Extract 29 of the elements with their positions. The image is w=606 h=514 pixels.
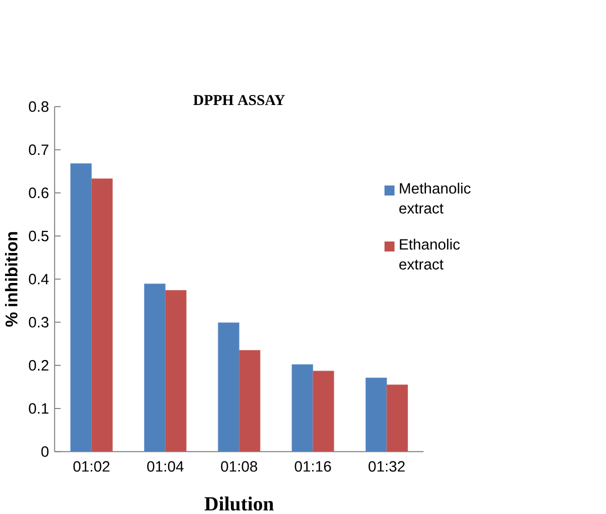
y-tick-label: 0.7 xyxy=(28,144,48,156)
legend-label: Methanolic extract xyxy=(399,182,471,214)
chart-title: DPPH ASSAY xyxy=(193,95,285,106)
y-tick-label: 0.4 xyxy=(28,274,49,284)
y-tick-label: 0.8 xyxy=(28,101,48,112)
x-axis-title: Dilution xyxy=(204,496,274,511)
bar xyxy=(70,163,92,452)
y-tick-label: 0.6 xyxy=(28,188,48,198)
x-tick-label: 01:08 xyxy=(220,461,258,472)
x-tick-label: 01:02 xyxy=(73,461,110,472)
y-tick-label: 0.3 xyxy=(28,316,48,328)
y-axis-title: % inhibition xyxy=(5,232,18,327)
bar xyxy=(312,370,334,452)
x-tick-label: 01:32 xyxy=(368,461,405,472)
bar xyxy=(386,384,408,452)
bar xyxy=(165,290,187,452)
x-tick-label: 01:04 xyxy=(147,461,184,472)
x-tick-label: 01:16 xyxy=(294,461,331,472)
bar xyxy=(144,284,166,452)
bar xyxy=(366,378,387,452)
y-tick-label: 0.2 xyxy=(28,360,48,371)
y-tick-label: 0 xyxy=(41,446,49,457)
legend-label: Ethanolic extract xyxy=(399,238,460,270)
bar xyxy=(238,350,260,452)
bar xyxy=(218,322,240,452)
y-tick-label: 0.5 xyxy=(28,230,48,242)
y-tick-label: 0.1 xyxy=(28,403,48,414)
bar xyxy=(292,364,314,452)
bar xyxy=(91,178,113,452)
